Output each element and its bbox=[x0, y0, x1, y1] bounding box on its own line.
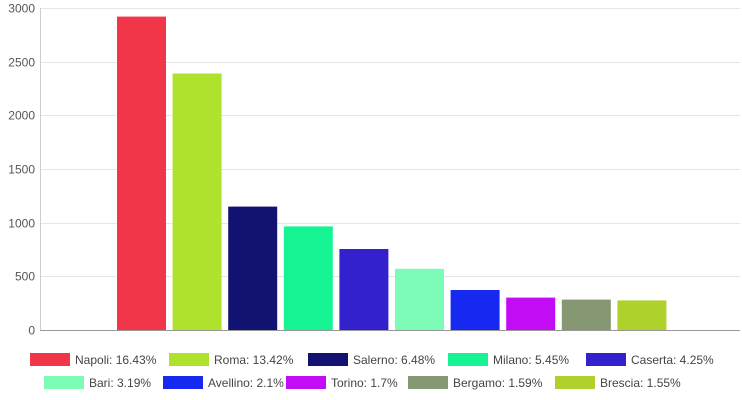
legend-swatch bbox=[408, 376, 448, 389]
legend[interactable]: Napoli: 16.43% Roma: 13.42% Salerno: 6.48%… bbox=[30, 353, 714, 390]
legend-label: Caserta: 4.25% bbox=[631, 353, 714, 367]
y-tick-label: 2500 bbox=[8, 56, 35, 70]
legend-label: Bergamo: 1.59% bbox=[453, 376, 543, 390]
legend-swatch bbox=[448, 353, 488, 366]
bar-torino[interactable] bbox=[506, 297, 556, 330]
legend-swatch bbox=[30, 353, 70, 366]
y-tick-label: 1500 bbox=[8, 163, 35, 177]
y-tick-label: 0 bbox=[28, 324, 35, 338]
legend-swatch bbox=[169, 353, 209, 366]
legend-label: Bari: 3.19% bbox=[89, 376, 151, 390]
legend-item-salerno[interactable]: Salerno: 6.48% bbox=[308, 353, 435, 367]
bar-bergamo[interactable] bbox=[561, 299, 611, 330]
legend-item-caserta[interactable]: Caserta: 4.25% bbox=[586, 353, 714, 367]
legend-label: Milano: 5.45% bbox=[493, 353, 569, 367]
legend-swatch bbox=[44, 376, 84, 389]
bar-caserta[interactable] bbox=[339, 249, 389, 330]
legend-label: Avellino: 2.1% bbox=[208, 376, 284, 390]
y-tick-label: 500 bbox=[15, 270, 35, 284]
legend-label: Salerno: 6.48% bbox=[353, 353, 435, 367]
legend-item-avellino[interactable]: Avellino: 2.1% bbox=[163, 376, 284, 390]
legend-item-roma[interactable]: Roma: 13.42% bbox=[169, 353, 294, 367]
bar-avellino[interactable] bbox=[450, 290, 500, 330]
bar-bari[interactable] bbox=[395, 268, 444, 330]
legend-item-torino[interactable]: Torino: 1.7% bbox=[286, 376, 398, 390]
legend-item-napoli[interactable]: Napoli: 16.43% bbox=[30, 353, 157, 367]
legend-item-bari[interactable]: Bari: 3.19% bbox=[44, 376, 151, 390]
bar-salerno[interactable] bbox=[228, 206, 278, 330]
legend-item-bergamo[interactable]: Bergamo: 1.59% bbox=[408, 376, 543, 390]
y-tick-label: 2000 bbox=[8, 109, 35, 123]
legend-swatch bbox=[286, 376, 326, 389]
y-tick-label: 3000 bbox=[8, 2, 35, 16]
legend-swatch bbox=[586, 353, 626, 366]
legend-label: Brescia: 1.55% bbox=[600, 376, 681, 390]
legend-label: Napoli: 16.43% bbox=[75, 353, 157, 367]
bar-napoli[interactable] bbox=[117, 16, 166, 330]
bar-brescia[interactable] bbox=[617, 300, 667, 330]
y-axis: 0 500 1000 1500 2000 2500 3000 bbox=[8, 2, 41, 338]
bars bbox=[117, 16, 667, 331]
legend-label: Roma: 13.42% bbox=[214, 353, 294, 367]
legend-swatch bbox=[308, 353, 348, 366]
legend-label: Torino: 1.7% bbox=[331, 376, 398, 390]
y-tick-label: 1000 bbox=[8, 217, 35, 231]
bar-milano[interactable] bbox=[283, 226, 333, 330]
legend-swatch bbox=[555, 376, 595, 389]
legend-swatch bbox=[163, 376, 203, 389]
bar-roma[interactable] bbox=[172, 73, 222, 331]
legend-item-brescia[interactable]: Brescia: 1.55% bbox=[555, 376, 681, 390]
legend-item-milano[interactable]: Milano: 5.45% bbox=[448, 353, 569, 367]
